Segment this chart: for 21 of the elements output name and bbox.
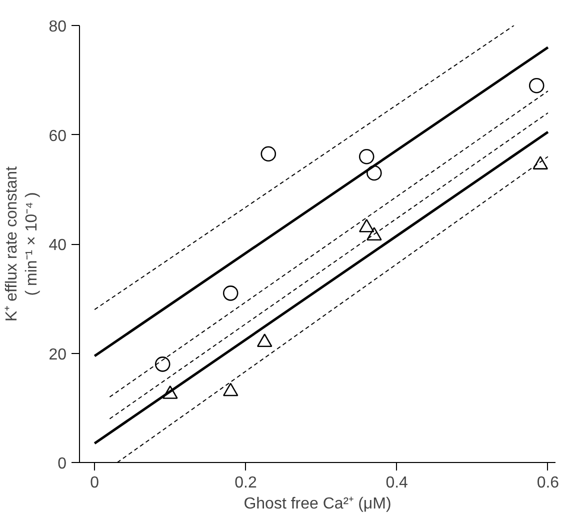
x-axis-title: Ghost free Ca²⁺ (μM) xyxy=(244,496,392,512)
point xyxy=(260,146,276,162)
point xyxy=(222,286,238,301)
x-tick-label: 0.4 xyxy=(386,474,408,492)
y-tick-label: 20 xyxy=(48,346,67,364)
point xyxy=(528,78,544,94)
point xyxy=(366,227,382,240)
point xyxy=(256,334,272,348)
point xyxy=(358,218,374,232)
point xyxy=(366,165,382,181)
y-tick-label: 0 xyxy=(58,456,67,472)
x-tick-label: 0 xyxy=(90,474,100,492)
y-tick-label: 60 xyxy=(48,128,67,145)
point xyxy=(222,382,238,396)
point xyxy=(162,385,178,399)
x-tick-label: 0.2 xyxy=(234,474,257,492)
y-axis-title: K⁺ efflux rate constant ( min⁻¹ × 10⁻⁴ ) xyxy=(3,166,41,322)
y-tick-label: 80 xyxy=(48,18,67,36)
y-tick-label: 40 xyxy=(48,237,67,254)
point xyxy=(358,148,374,164)
x-tick-label: 0.6 xyxy=(536,474,560,492)
